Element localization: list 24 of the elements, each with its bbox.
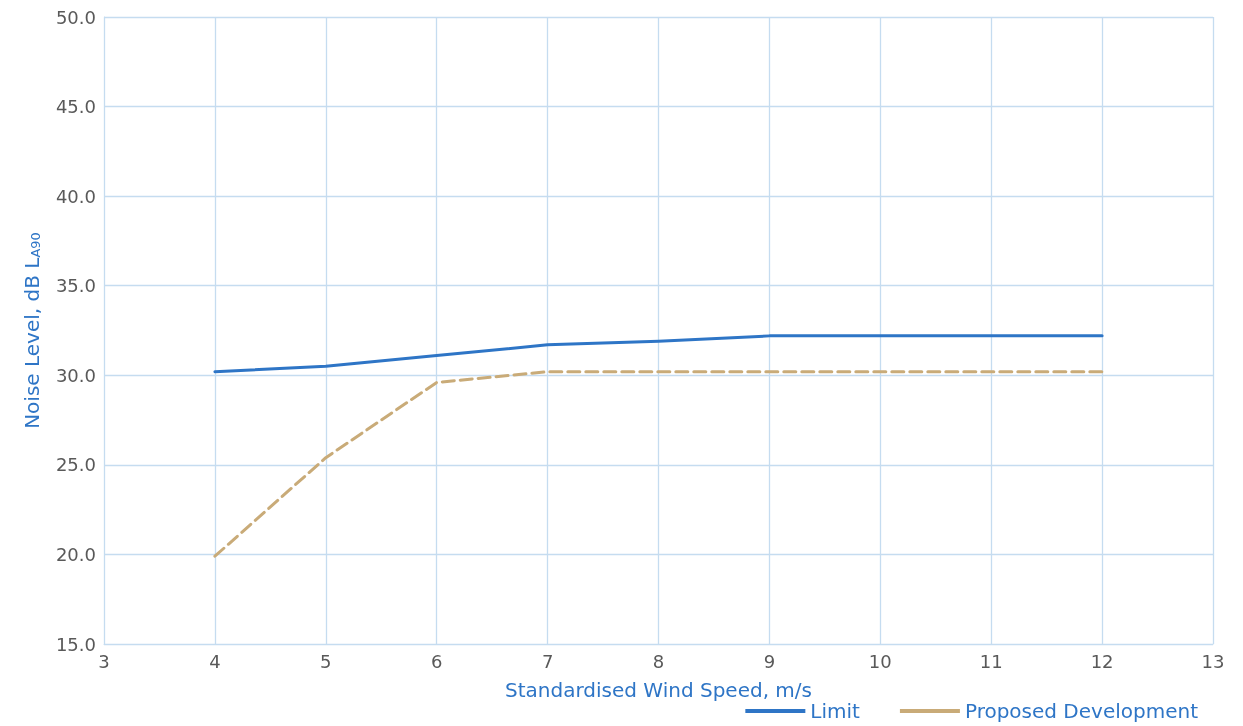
x-axis-title: Standardised Wind Speed, m/s	[505, 678, 812, 702]
x-tick-label: 11	[979, 650, 1003, 672]
x-tick-label: 12	[1090, 650, 1114, 672]
y-tick-label: 30.0	[55, 364, 96, 386]
legend-label: Limit	[810, 699, 861, 723]
y-tick-label: 20.0	[55, 543, 96, 565]
y-tick-label: 45.0	[55, 96, 96, 118]
y-tick-label: 35.0	[55, 275, 96, 297]
y-tick-label: 15.0	[55, 633, 96, 655]
x-tick-label: 13	[1201, 650, 1225, 672]
y-tick-label: 25.0	[55, 454, 96, 476]
legend-label: Proposed Development	[964, 699, 1199, 723]
y-tick-label: 50.0	[55, 6, 96, 28]
x-tick-label: 6	[430, 650, 443, 672]
line-series	[213, 334, 1104, 374]
x-tick-label: 5	[320, 650, 332, 672]
line-series	[213, 370, 1104, 558]
x-tick-label: 7	[541, 650, 554, 672]
y-tick-label: 40.0	[55, 185, 96, 207]
x-tick-label: 4	[209, 650, 221, 672]
x-tick-label: 3	[98, 650, 110, 672]
x-tick-label: 9	[763, 650, 776, 672]
x-tick-label: 8	[652, 650, 665, 672]
x-tick-label: 10	[868, 650, 892, 672]
